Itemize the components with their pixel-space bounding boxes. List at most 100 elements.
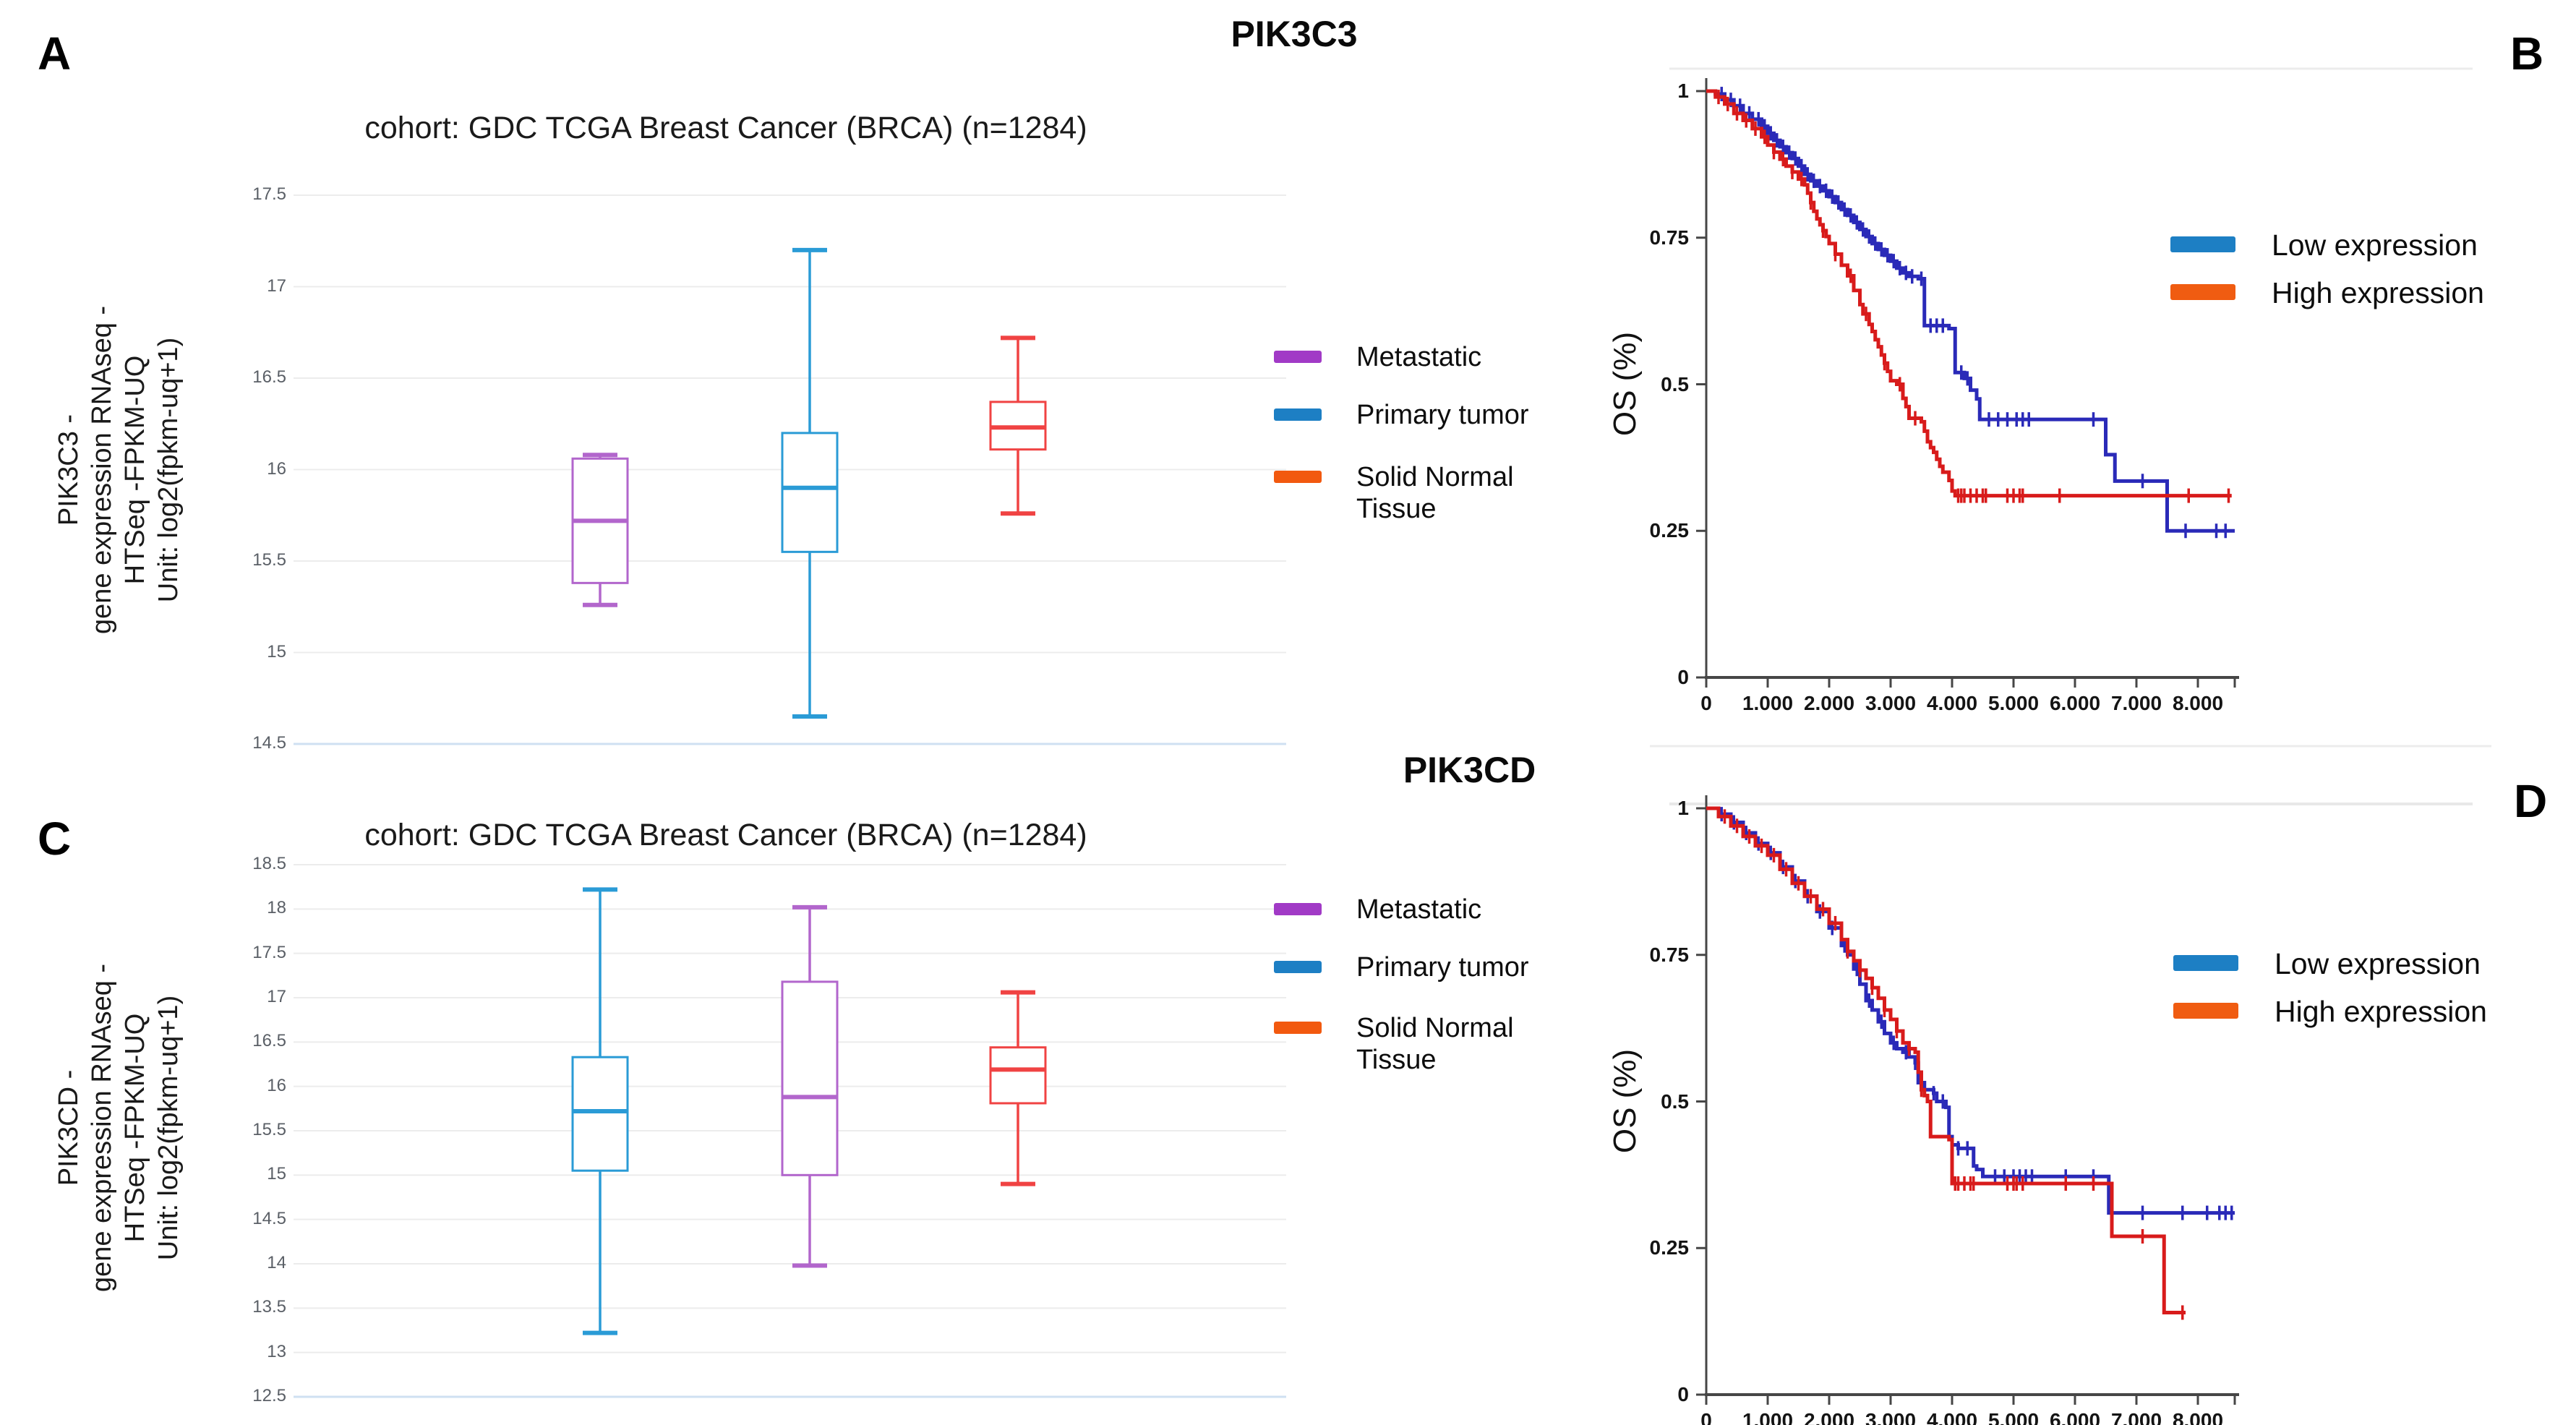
km-d-xtick-8.000: 8.000 bbox=[2172, 1409, 2224, 1425]
km-d-xtick-7.000: 7.000 bbox=[2110, 1409, 2162, 1425]
boxplot-a-ytick-15: 15 bbox=[267, 641, 286, 662]
boxplot-c-title: cohort: GDC TCGA Breast Cancer (BRCA) (n… bbox=[364, 818, 1087, 852]
km-d-ytick-0.75: 0.75 bbox=[1649, 943, 1690, 966]
km-d-xtick-6.000: 6.000 bbox=[2049, 1409, 2101, 1425]
boxplot-c-ytick-14.5: 14.5 bbox=[252, 1208, 286, 1228]
panel-d-letter: D bbox=[2514, 775, 2548, 827]
km-b-ytick-1: 1 bbox=[1677, 80, 1689, 102]
sample-type-legend-c-label-primary-tumor: Primary tumor bbox=[1356, 952, 1529, 983]
km-d-ytick-0.25: 0.25 bbox=[1649, 1236, 1690, 1259]
sample-type-legend-c-label-solid-normal-tissue: Solid Normal Tissue bbox=[1356, 1013, 1514, 1075]
boxplot-a-ytick-16.5: 16.5 bbox=[252, 367, 286, 387]
boxplot-a-ylabel-line4: Unit: log2(fpkm-uq+1) bbox=[153, 337, 184, 603]
boxplot-c-ytick-15: 15 bbox=[267, 1164, 286, 1184]
boxplot-a-ytick-14.5: 14.5 bbox=[252, 733, 286, 753]
expression-legend-b-label-high-expression: High expression bbox=[2272, 276, 2484, 309]
boxplot-a-ytick-17.5: 17.5 bbox=[252, 184, 286, 204]
expression-legend-d-swatch-low-expression bbox=[2173, 955, 2238, 971]
expression-legend-d-label-low-expression: Low expression bbox=[2275, 947, 2481, 980]
sample-type-legend-a-swatch-metastatic bbox=[1274, 351, 1322, 363]
boxplot-c-ylabel-line3: HTSeq -FPKM-UQ bbox=[120, 1013, 150, 1243]
km-b-xtick-6.000: 6.000 bbox=[2049, 692, 2101, 714]
km-b-curve-low-expression bbox=[1706, 89, 2235, 533]
km-b-ytick-0.75: 0.75 bbox=[1649, 226, 1690, 249]
expression-legend-b-label-low-expression: Low expression bbox=[2272, 228, 2478, 262]
km-d-ytick-0.5: 0.5 bbox=[1661, 1090, 1689, 1113]
expression-legend-d-label-high-expression: High expression bbox=[2275, 995, 2487, 1028]
km-b-xtick-3.000: 3.000 bbox=[1865, 692, 1917, 714]
km-d-xtick-4.000: 4.000 bbox=[1926, 1409, 1978, 1425]
boxplot-c-ytick-12.5: 12.5 bbox=[252, 1386, 286, 1405]
sample-type-legend-c-label-metastatic: Metastatic bbox=[1356, 894, 1482, 925]
panel-a-letter: A bbox=[38, 27, 72, 80]
boxplot-c-ytick-16.5: 16.5 bbox=[252, 1031, 286, 1051]
km-b-xtick-1.000: 1.000 bbox=[1742, 692, 1794, 714]
expression-legend-b-swatch-high-expression bbox=[2170, 284, 2235, 300]
boxplot-a-ytick-17: 17 bbox=[267, 275, 286, 296]
sample-type-legend-a-swatch-primary-tumor bbox=[1274, 408, 1322, 421]
boxplot-c-ylabel-line1: PIK3CD - bbox=[54, 1069, 84, 1186]
km-d-xtick-0: 0 bbox=[1700, 1409, 1712, 1425]
expression-legend-d-item-high-expression: High expression bbox=[2173, 995, 2535, 1028]
km-b-xtick-0: 0 bbox=[1700, 692, 1712, 714]
sample-type-legend-c-item-primary-tumor: Primary tumor bbox=[1274, 951, 1544, 983]
expression-legend-b-item-low-expression: Low expression bbox=[2170, 228, 2532, 262]
km-b-ytick-0: 0 bbox=[1677, 666, 1689, 688]
sample-type-legend-c-swatch-solid-normal-tissue bbox=[1274, 1022, 1322, 1034]
sample-type-legend-c-item-solid-normal-tissue: Solid Normal Tissue bbox=[1274, 1012, 1544, 1076]
sample-type-legend-c-swatch-metastatic bbox=[1274, 903, 1322, 915]
boxplot-c-ytick-14: 14 bbox=[267, 1253, 286, 1272]
boxplot-c-ytick-17: 17 bbox=[267, 987, 286, 1006]
boxplot-c-ytick-13.5: 13.5 bbox=[252, 1297, 286, 1317]
boxplot-c-solid-normal-tissue-iqr-box bbox=[989, 1046, 1047, 1105]
sample-type-legend-a-label-solid-normal-tissue: Solid Normal Tissue bbox=[1356, 462, 1514, 524]
boxplot-c-ytick-17.5: 17.5 bbox=[252, 942, 286, 962]
km-b-xtick-7.000: 7.000 bbox=[2110, 692, 2162, 714]
km-b-xtick-8.000: 8.000 bbox=[2172, 692, 2224, 714]
expression-legend-b-item-high-expression: High expression bbox=[2170, 276, 2532, 309]
boxplot-c-ylabel: PIK3CD - gene expression RNAseq - HTSeq … bbox=[52, 824, 197, 1425]
km-b-xtick-2.000: 2.000 bbox=[1803, 692, 1855, 714]
km-d-ytick-1: 1 bbox=[1677, 797, 1689, 819]
boxplot-c-ylabel-line2: gene expression RNAseq - bbox=[87, 963, 117, 1293]
km-b-xtick-4.000: 4.000 bbox=[1926, 692, 1978, 714]
boxplot-a-ytick-15.5: 15.5 bbox=[252, 550, 286, 570]
km-d-curve-high-expression bbox=[1706, 806, 2186, 1314]
panel-c-letter: C bbox=[38, 813, 72, 865]
boxplot-c-ytick-18: 18 bbox=[267, 898, 286, 918]
sample-type-legend-a-swatch-solid-normal-tissue bbox=[1274, 471, 1322, 483]
expression-legend-b-swatch-low-expression bbox=[2170, 236, 2235, 252]
boxplot-a-ylabel-line1: PIK3C3 - bbox=[54, 414, 84, 526]
boxplot-c-ylabel-line4: Unit: log2(fpkm-uq+1) bbox=[153, 995, 184, 1261]
km-b-curve-high-expression bbox=[1706, 89, 2232, 498]
boxplot-c-ytick-15.5: 15.5 bbox=[252, 1120, 286, 1139]
expression-legend-d-swatch-high-expression bbox=[2173, 1003, 2238, 1019]
sample-type-legend-c-swatch-primary-tumor bbox=[1274, 961, 1322, 973]
km-b-ytick-0.25: 0.25 bbox=[1649, 519, 1690, 542]
boxplot-a-ylabel-line2: gene expression RNAseq - bbox=[87, 305, 117, 635]
km-d-xtick-5.000: 5.000 bbox=[1987, 1409, 2040, 1425]
boxplot-c-primary-tumor-iqr-box bbox=[571, 1056, 629, 1172]
km-d-xtick-3.000: 3.000 bbox=[1865, 1409, 1917, 1425]
boxplot-a-ytick-16: 16 bbox=[267, 458, 286, 479]
sample-type-legend-a-item-metastatic: Metastatic bbox=[1274, 341, 1544, 373]
boxplot-a-title: cohort: GDC TCGA Breast Cancer (BRCA) (n… bbox=[364, 111, 1087, 145]
panel-b-letter: B bbox=[2510, 27, 2544, 80]
sample-type-legend-a-item-primary-tumor: Primary tumor bbox=[1274, 399, 1544, 431]
boxplot-a-ylabel-line3: HTSeq -FPKM-UQ bbox=[120, 355, 150, 585]
boxplot-a-ylabel: PIK3C3 - gene expression RNAseq - HTSeq … bbox=[52, 166, 197, 774]
sample-type-legend-a-label-primary-tumor: Primary tumor bbox=[1356, 400, 1529, 430]
km-d-xtick-2.000: 2.000 bbox=[1803, 1409, 1855, 1425]
boxplot-c-ytick-16: 16 bbox=[267, 1075, 286, 1095]
sample-type-legend-a-label-metastatic: Metastatic bbox=[1356, 342, 1482, 372]
km-b-xtick-5.000: 5.000 bbox=[1987, 692, 2040, 714]
boxplot-c-ytick-13: 13 bbox=[267, 1341, 286, 1361]
km-b-ytick-0.5: 0.5 bbox=[1661, 372, 1689, 395]
boxplot-c-metastatic-iqr-box bbox=[781, 980, 839, 1176]
pik3cd-row-title: PIK3CD bbox=[1403, 750, 1536, 790]
pik3c3-row-title: PIK3C3 bbox=[1231, 14, 1358, 54]
boxplot-c-ytick-18.5: 18.5 bbox=[252, 854, 286, 873]
km-d-xtick-1.000: 1.000 bbox=[1742, 1409, 1794, 1425]
